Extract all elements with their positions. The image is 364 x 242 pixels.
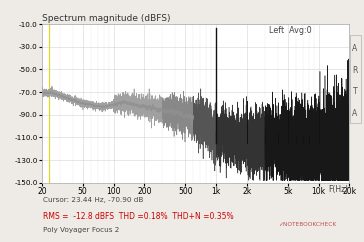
Text: Left  Avg:0: Left Avg:0 <box>269 26 311 35</box>
Text: F(Hz): F(Hz) <box>328 185 349 194</box>
Text: A: A <box>352 44 357 53</box>
Text: RMS =  -12.8 dBFS  THD =0.18%  THD+N =0.35%: RMS = -12.8 dBFS THD =0.18% THD+N =0.35% <box>43 212 234 221</box>
Text: ✓NOTEBOOKCHECK: ✓NOTEBOOKCHECK <box>278 222 337 227</box>
Text: Cursor: 23.44 Hz, -70.90 dB: Cursor: 23.44 Hz, -70.90 dB <box>43 197 143 203</box>
Text: Spectrum magnitude (dBFS): Spectrum magnitude (dBFS) <box>42 14 170 23</box>
Text: T: T <box>353 87 357 97</box>
Text: Poly Voyager Focus 2: Poly Voyager Focus 2 <box>43 227 119 233</box>
Text: A: A <box>352 109 357 118</box>
Text: R: R <box>352 66 357 75</box>
